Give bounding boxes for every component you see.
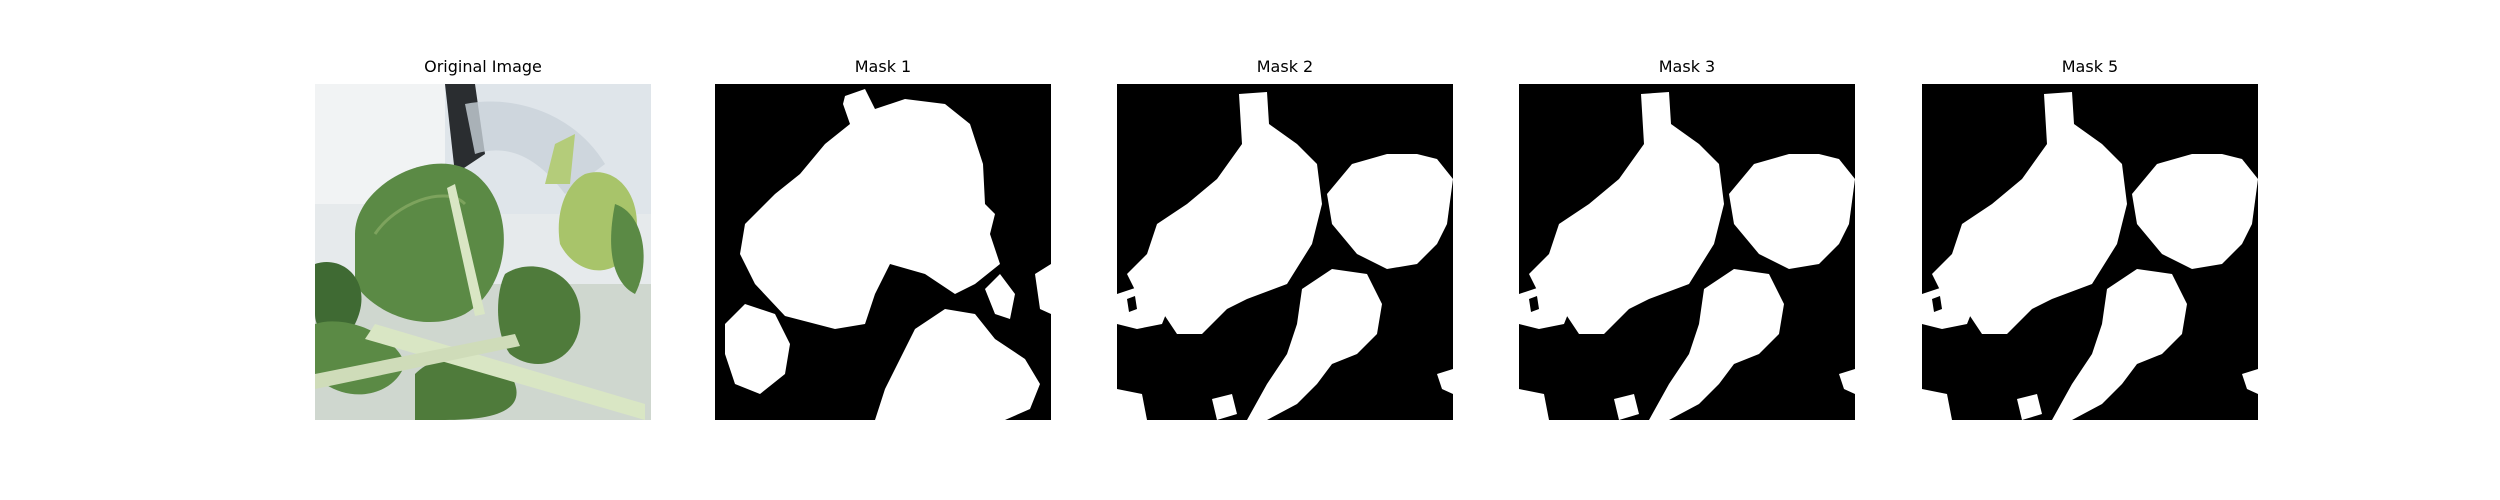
mask-5-shape (1922, 84, 2258, 420)
panel-title: Mask 5 (2061, 57, 2119, 76)
panel-title: Original Image (424, 57, 542, 76)
mask-1-image (715, 84, 1051, 420)
mask-2-shape (1117, 84, 1453, 420)
panel-title: Mask 2 (1256, 57, 1314, 76)
mask-5-image (1922, 84, 2258, 420)
original-image (315, 84, 651, 420)
mask-3-shape (1519, 84, 1855, 420)
panel-title: Mask 1 (854, 57, 912, 76)
mask-2-image (1117, 84, 1453, 420)
mask-1-shape (715, 84, 1051, 420)
plant-photo (315, 84, 651, 420)
panel-title: Mask 3 (1658, 57, 1716, 76)
mask-3-image (1519, 84, 1855, 420)
